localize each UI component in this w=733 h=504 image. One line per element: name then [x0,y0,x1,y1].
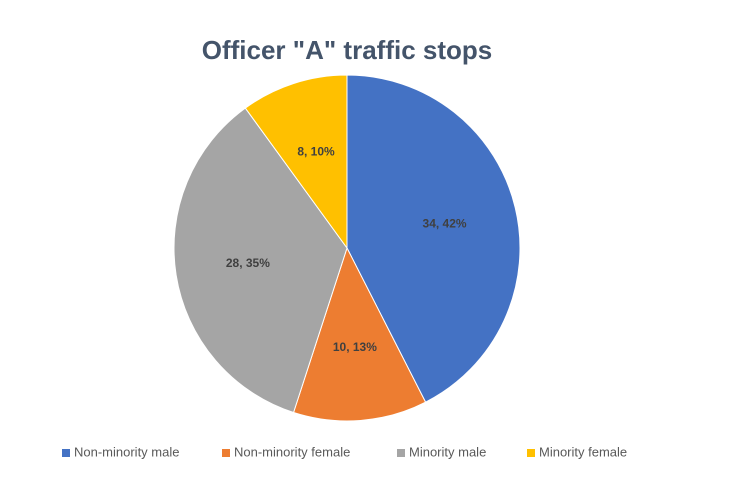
chart-title: Officer "A" traffic stops [202,35,492,65]
pie-slice [346,74,521,403]
legend-label: Minority female [539,444,627,459]
legend-swatch [222,449,230,457]
data-label: 10, 13% [333,340,377,354]
data-label: 28, 35% [226,256,270,270]
legend-label: Non-minority male [74,444,179,459]
legend-swatch [397,449,405,457]
pie-slice [244,74,348,250]
data-label: 34, 42% [423,217,467,231]
legend-swatch [62,449,70,457]
legend-label: Non-minority female [234,444,350,459]
data-label: 8, 10% [297,145,335,159]
pie-slice [173,107,348,414]
legend-label: Minority male [409,444,486,459]
legend-swatch [527,449,535,457]
pie-slice [292,246,427,422]
